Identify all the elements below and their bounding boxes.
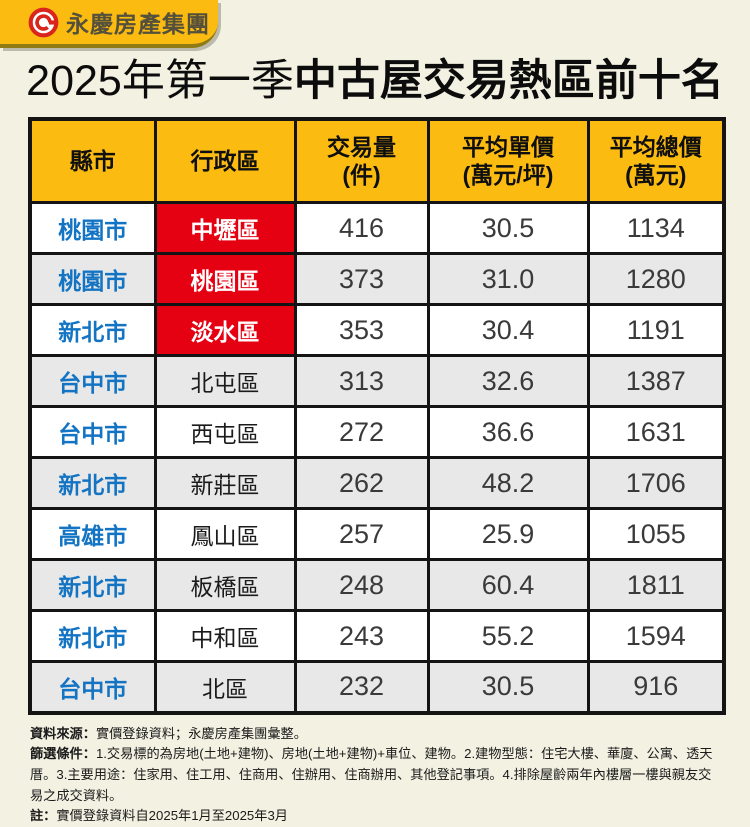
district-cell: 西屯區 xyxy=(153,405,297,460)
page-title: 2025年第一季中古屋交易熱區前十名 xyxy=(0,0,750,107)
title-emphasis: 中古屋交易熱區前十名 xyxy=(293,57,724,105)
district-cell: 新莊區 xyxy=(153,456,297,511)
volume-cell: 232 xyxy=(293,660,430,715)
total-price-cell: 1280 xyxy=(586,252,726,307)
volume-cell: 416 xyxy=(293,201,430,256)
volume-cell: 373 xyxy=(293,252,430,307)
total-price-cell: 1387 xyxy=(586,354,726,409)
table-row: 桃園市 桃園區 373 31.0 1280 xyxy=(28,252,726,307)
total-price-cell: 916 xyxy=(586,660,726,715)
table-row: 新北市 新莊區 262 48.2 1706 xyxy=(28,456,726,511)
unit-price-cell: 30.5 xyxy=(426,201,590,256)
table-row: 台中市 北屯區 313 32.6 1387 xyxy=(28,354,726,409)
city-cell: 台中市 xyxy=(28,354,157,409)
city-cell: 新北市 xyxy=(28,303,157,358)
city-cell: 高雄市 xyxy=(28,507,157,562)
city-cell: 台中市 xyxy=(28,660,157,715)
volume-cell: 353 xyxy=(293,303,430,358)
table-row: 高雄市 鳳山區 257 25.9 1055 xyxy=(28,507,726,562)
unit-price-cell: 31.0 xyxy=(426,252,590,307)
table-row: 台中市 西屯區 272 36.6 1631 xyxy=(28,405,726,460)
total-price-cell: 1631 xyxy=(586,405,726,460)
district-cell: 中和區 xyxy=(153,609,297,664)
total-price-cell: 1706 xyxy=(586,456,726,511)
unit-price-cell: 36.6 xyxy=(426,405,590,460)
footnotes: 資料來源：實價登錄資料；永慶房產集團彙整。 篩選條件：1.交易標的為房地(土地+… xyxy=(30,724,722,827)
volume-cell: 272 xyxy=(293,405,430,460)
total-price-cell: 1055 xyxy=(586,507,726,562)
district-cell: 北區 xyxy=(153,660,297,715)
total-price-cell: 1191 xyxy=(586,303,726,358)
footnote-note-label: 註： xyxy=(30,808,57,824)
unit-price-cell: 32.6 xyxy=(426,354,590,409)
city-cell: 台中市 xyxy=(28,405,157,460)
brand-name: 永慶房產集團 xyxy=(66,11,210,37)
total-price-cell: 1134 xyxy=(586,201,726,256)
district-cell: 桃園區 xyxy=(153,252,297,307)
brand-banner: 永慶房產集團 xyxy=(0,0,218,48)
city-cell: 新北市 xyxy=(28,558,157,613)
unit-price-cell: 55.2 xyxy=(426,609,590,664)
city-cell: 桃園市 xyxy=(28,201,157,256)
hot-districts-table: 縣市 行政區 交易量 (件) 平均單價 (萬元/坪) 平均總價 (萬元) 桃園市 中壢… xyxy=(28,116,726,715)
city-cell: 新北市 xyxy=(28,456,157,511)
title-prefix: 2025年第一季 xyxy=(26,57,294,105)
table-row: 新北市 淡水區 353 30.4 1191 xyxy=(28,303,726,358)
footnote-note: 註：實價登錄資料自2025年1月至2025年3月 xyxy=(30,808,288,824)
col-header-city: 縣市 xyxy=(28,117,157,205)
col-header-district: 行政區 xyxy=(153,117,297,205)
header-row: 縣市 行政區 交易量 (件) 平均單價 (萬元/坪) 平均總價 (萬元) xyxy=(28,117,726,205)
table-row: 新北市 中和區 243 55.2 1594 xyxy=(28,609,726,664)
col-header-unit-price: 平均單價 (萬元/坪) xyxy=(426,117,590,205)
volume-cell: 243 xyxy=(293,609,430,664)
district-cell: 鳳山區 xyxy=(153,507,297,562)
footnote-source-label: 資料來源： xyxy=(30,725,96,741)
table-row: 桃園市 中壢區 416 30.5 1134 xyxy=(28,201,726,256)
unit-price-cell: 25.9 xyxy=(426,507,590,562)
volume-cell: 262 xyxy=(293,456,430,511)
city-cell: 桃園市 xyxy=(28,252,157,307)
district-cell: 淡水區 xyxy=(153,303,297,358)
total-price-cell: 1811 xyxy=(586,558,726,613)
district-cell: 中壢區 xyxy=(153,201,297,256)
col-header-total-price: 平均總價 (萬元) xyxy=(586,117,726,205)
unit-price-cell: 60.4 xyxy=(426,558,590,613)
footnote-criteria: 篩選條件：1.交易標的為房地(土地+建物)、房地(土地+建物)+車位、建物。2.… xyxy=(30,746,713,803)
yungching-logo-icon xyxy=(28,7,59,37)
col-header-volume: 交易量 (件) xyxy=(293,117,430,205)
footnote-source: 資料來源：實價登錄資料；永慶房產集團彙整。 xyxy=(30,725,307,741)
volume-cell: 248 xyxy=(293,558,430,613)
total-price-cell: 1594 xyxy=(586,609,726,664)
unit-price-cell: 48.2 xyxy=(426,456,590,511)
table-row: 新北市 板橋區 248 60.4 1811 xyxy=(28,558,726,613)
district-cell: 北屯區 xyxy=(153,354,297,409)
city-cell: 新北市 xyxy=(28,609,157,664)
footnote-criteria-label: 篩選條件： xyxy=(30,746,96,762)
unit-price-cell: 30.5 xyxy=(426,660,590,715)
district-cell: 板橋區 xyxy=(153,558,297,613)
volume-cell: 313 xyxy=(293,354,430,409)
unit-price-cell: 30.4 xyxy=(426,303,590,358)
volume-cell: 257 xyxy=(293,507,430,562)
table-row: 台中市 北區 232 30.5 916 xyxy=(28,660,726,715)
